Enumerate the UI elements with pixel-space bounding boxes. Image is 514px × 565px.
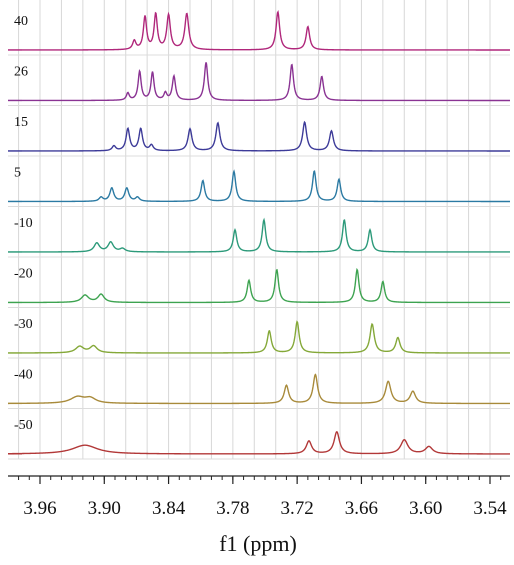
spectrum-trace-26 xyxy=(8,62,510,102)
x-tick-label: 3.90 xyxy=(88,498,121,519)
series-label: 15 xyxy=(14,115,28,130)
spectrum-trace--30 xyxy=(8,320,510,354)
x-tick-label: 3.60 xyxy=(409,498,442,519)
series-label: -30 xyxy=(14,317,33,332)
grid-lines xyxy=(8,0,510,460)
series-label: 5 xyxy=(14,166,21,181)
x-tick-label: 3.72 xyxy=(281,498,314,519)
spectrum-trace--50 xyxy=(8,431,511,455)
x-tick-label: 3.66 xyxy=(345,498,378,519)
series-label: -10 xyxy=(14,216,33,231)
series-label: -50 xyxy=(14,418,33,433)
spectrum-trace-15 xyxy=(8,120,510,152)
series-label: -40 xyxy=(14,368,33,383)
x-axis: 3.96 3.90 3.84 3.78 3.72 3.66 3.60 3.54 xyxy=(8,475,510,519)
spectrum-trace--10 xyxy=(8,217,510,253)
spectrum-trace--20 xyxy=(8,267,510,304)
spectrum-trace-5 xyxy=(8,169,510,203)
x-tick-label: 3.84 xyxy=(152,498,186,519)
series-label: 26 xyxy=(14,65,28,80)
spectrum-trace--40 xyxy=(8,373,510,405)
x-tick-label: 3.78 xyxy=(216,498,249,519)
x-axis-label: f1 (ppm) xyxy=(219,531,297,556)
temperature-labels: 40 26 15 5 -10 -20 -30 -40 -50 xyxy=(14,14,33,433)
spectrum-trace-40 xyxy=(8,9,510,51)
spectra-traces xyxy=(8,9,511,455)
x-tick-label: 3.54 xyxy=(473,498,507,519)
series-label: -20 xyxy=(14,267,33,282)
series-label: 40 xyxy=(14,14,28,29)
x-tick-label: 3.96 xyxy=(23,498,56,519)
